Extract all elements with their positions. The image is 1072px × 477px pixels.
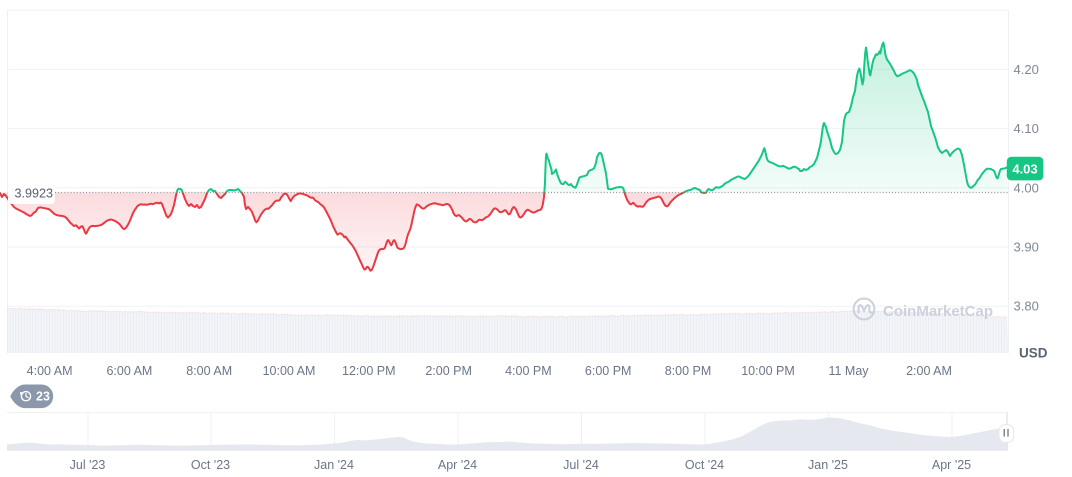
svg-text:CoinMarketCap: CoinMarketCap — [883, 303, 993, 320]
svg-text:2:00 PM: 2:00 PM — [425, 364, 472, 378]
svg-text:4.10: 4.10 — [1014, 121, 1039, 136]
svg-text:4:00 AM: 4:00 AM — [27, 364, 73, 378]
svg-text:Apr '24: Apr '24 — [438, 458, 477, 472]
svg-text:11 May: 11 May — [828, 364, 869, 378]
svg-text:USD: USD — [1019, 346, 1048, 361]
svg-text:Jan '25: Jan '25 — [808, 458, 848, 472]
svg-text:2:00 AM: 2:00 AM — [906, 364, 952, 378]
svg-text:Apr '25: Apr '25 — [932, 458, 971, 472]
svg-text:3.90: 3.90 — [1014, 240, 1039, 255]
svg-text:Jul '24: Jul '24 — [563, 458, 599, 472]
svg-text:Jul '23: Jul '23 — [70, 458, 106, 472]
svg-text:Jan '24: Jan '24 — [314, 458, 354, 472]
svg-text:8:00 PM: 8:00 PM — [665, 364, 712, 378]
svg-text:3.80: 3.80 — [1014, 299, 1039, 314]
svg-text:6:00 AM: 6:00 AM — [106, 364, 152, 378]
svg-text:12:00 PM: 12:00 PM — [342, 364, 396, 378]
svg-text:8:00 AM: 8:00 AM — [186, 364, 232, 378]
svg-text:23: 23 — [36, 390, 50, 404]
svg-text:3.9923: 3.9923 — [15, 187, 54, 201]
svg-text:6:00 PM: 6:00 PM — [585, 364, 632, 378]
svg-text:Oct '23: Oct '23 — [191, 458, 230, 472]
svg-text:4:00 PM: 4:00 PM — [505, 364, 552, 378]
svg-text:4.00: 4.00 — [1014, 180, 1039, 195]
svg-text:Oct '24: Oct '24 — [685, 458, 724, 472]
svg-text:10:00 PM: 10:00 PM — [741, 364, 795, 378]
svg-text:4.03: 4.03 — [1012, 161, 1037, 176]
svg-text:10:00 AM: 10:00 AM — [263, 364, 316, 378]
svg-text:4.20: 4.20 — [1014, 62, 1039, 77]
